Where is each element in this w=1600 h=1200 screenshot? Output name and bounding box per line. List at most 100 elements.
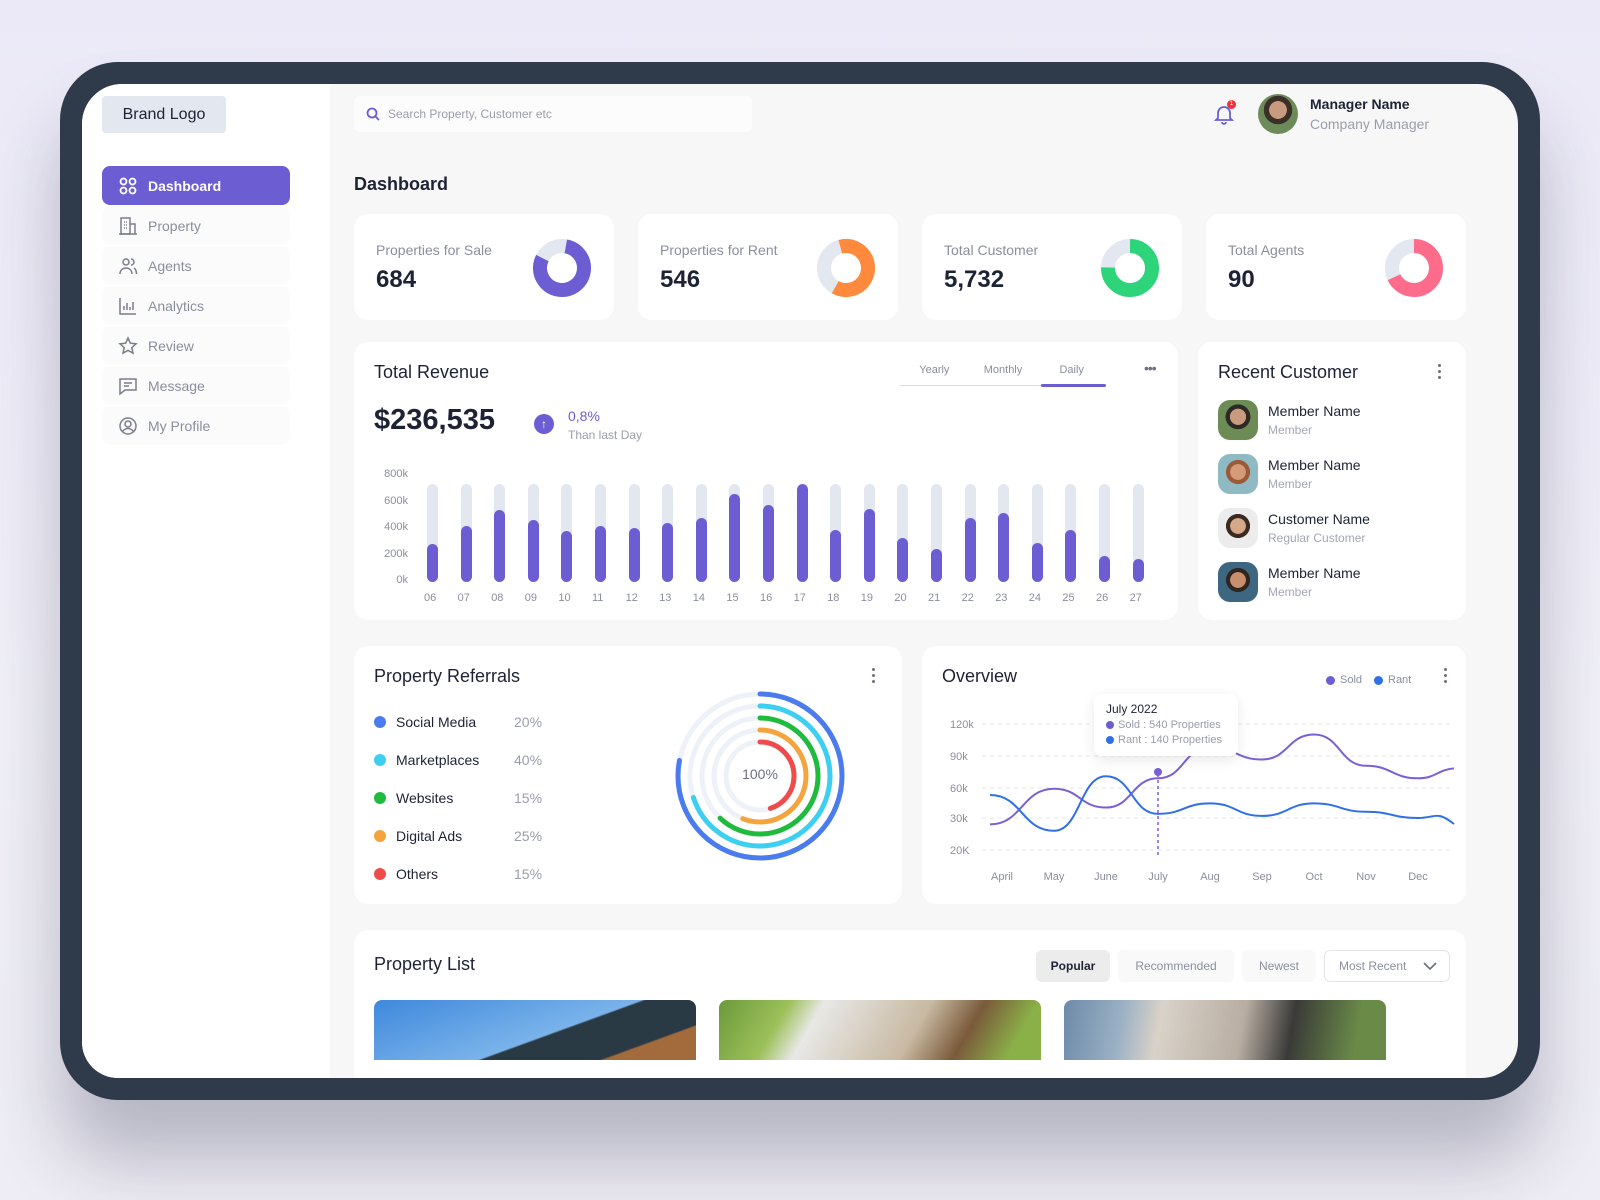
sidebar: Brand Logo Dashboard Property Agents Ana… — [82, 84, 330, 1078]
property-image[interactable] — [1064, 1000, 1386, 1060]
manager-avatar[interactable] — [1258, 94, 1298, 134]
x-axis-tick: 10 — [558, 592, 571, 604]
search-bar[interactable] — [354, 96, 752, 132]
revenue-tabs: Yearly Monthly Daily — [900, 362, 1106, 387]
sidebar-item-label: Property — [148, 217, 201, 234]
tab-monthly[interactable]: Monthly — [983, 364, 1023, 376]
customer-item[interactable]: Member Name Member — [1218, 400, 1361, 440]
bar[interactable] — [763, 484, 774, 582]
app-screen: Brand Logo Dashboard Property Agents Ana… — [82, 84, 1518, 1078]
bar[interactable] — [460, 484, 472, 582]
x-axis-tick: 27 — [1129, 592, 1142, 604]
x-axis-tick: 07 — [457, 592, 470, 604]
more-options-icon[interactable]: ••• — [1144, 360, 1157, 376]
sort-dropdown[interactable]: Most Recent — [1324, 950, 1450, 982]
legend-pct: 15% — [514, 866, 543, 882]
donut-chart-icon — [1101, 239, 1159, 297]
stat-card-sale[interactable]: Properties for Sale 684 — [354, 214, 614, 320]
customer-item[interactable]: Member Name Member — [1218, 562, 1361, 602]
notification-badge: 1 — [1227, 100, 1236, 109]
x-axis-tick: 22 — [961, 592, 974, 604]
stat-card-rent[interactable]: Properties for Rent 546 — [638, 214, 898, 320]
property-image[interactable] — [374, 1000, 696, 1060]
x-axis-tick: 18 — [827, 592, 840, 604]
more-options-icon[interactable] — [1444, 668, 1448, 683]
bar[interactable] — [427, 484, 438, 582]
notification-button[interactable]: 1 — [1212, 100, 1236, 126]
stat-label: Total Customer — [944, 242, 1039, 258]
sidebar-item-agents[interactable]: Agents — [102, 246, 290, 285]
property-image[interactable] — [719, 1000, 1041, 1060]
svg-text:120k: 120k — [950, 719, 974, 731]
bar[interactable] — [1031, 484, 1043, 582]
stat-label: Properties for Rent — [660, 242, 778, 258]
bar[interactable] — [998, 484, 1010, 582]
sidebar-item-label: Analytics — [148, 297, 205, 314]
x-axis-tick: 26 — [1096, 592, 1109, 604]
star-icon — [118, 335, 138, 355]
svg-text:90k: 90k — [950, 751, 968, 763]
bar[interactable] — [729, 484, 741, 582]
sidebar-item-label: Message — [148, 377, 205, 394]
more-options-icon[interactable] — [1438, 364, 1442, 379]
sidebar-item-dashboard[interactable]: Dashboard — [102, 166, 290, 205]
bar[interactable] — [964, 484, 976, 582]
filter-popular[interactable]: Popular — [1036, 950, 1110, 982]
tab-daily[interactable]: Daily — [1037, 362, 1106, 387]
bar[interactable] — [897, 484, 909, 582]
stat-card-agents[interactable]: Total Agents 90 — [1206, 214, 1466, 320]
legend-item: Marketplaces — [374, 752, 479, 768]
filter-newest[interactable]: Newest — [1242, 950, 1316, 982]
customer-role: Member — [1268, 585, 1313, 599]
svg-text:Nov: Nov — [1356, 871, 1376, 883]
manager-name[interactable]: Manager Name — [1310, 96, 1410, 112]
users-icon — [119, 257, 138, 274]
sidebar-item-analytics[interactable]: Analytics — [102, 286, 290, 325]
bar[interactable] — [695, 484, 707, 582]
bar[interactable] — [662, 484, 674, 582]
sidebar-item-review[interactable]: Review — [102, 326, 290, 365]
customer-role: Regular Customer — [1268, 531, 1366, 545]
sidebar-item-property[interactable]: Property — [102, 206, 290, 245]
bar[interactable] — [494, 484, 506, 582]
filter-recommended[interactable]: Recommended — [1118, 950, 1234, 982]
arrow-up-icon: ↑ — [534, 414, 554, 434]
bar[interactable] — [527, 484, 539, 582]
svg-text:Sep: Sep — [1252, 871, 1272, 883]
tooltip-sold: Sold : 540 Properties — [1106, 719, 1226, 731]
overview-title: Overview — [942, 666, 1018, 686]
bar[interactable] — [1132, 484, 1144, 582]
svg-text:20K: 20K — [950, 845, 970, 857]
main-content: 1 Manager Name Company Manager Dashboard… — [330, 84, 1518, 1078]
customer-name: Member Name — [1268, 565, 1361, 581]
customer-item[interactable]: Member Name Member — [1218, 454, 1361, 494]
bar[interactable] — [1065, 484, 1077, 582]
stat-label: Properties for Sale — [376, 242, 492, 258]
customer-item[interactable]: Customer Name Regular Customer — [1218, 508, 1370, 548]
stat-value: 90 — [1228, 266, 1255, 293]
svg-text:Aug: Aug — [1200, 871, 1220, 883]
page-title: Dashboard — [354, 174, 449, 194]
bar[interactable] — [830, 484, 842, 582]
bar[interactable] — [628, 484, 640, 582]
bar[interactable] — [863, 484, 875, 582]
revenue-amount: $236,535 — [374, 404, 495, 436]
bar[interactable] — [561, 484, 573, 582]
tab-yearly[interactable]: Yearly — [919, 364, 950, 376]
referrals-center-label: 100% — [742, 766, 778, 782]
sidebar-item-my-profile[interactable]: My Profile — [102, 406, 290, 445]
legend-sold: Sold — [1326, 674, 1362, 686]
bar[interactable] — [595, 484, 606, 582]
sidebar-item-label: Review — [148, 337, 194, 354]
bar[interactable] — [796, 484, 808, 582]
more-options-icon[interactable] — [872, 668, 876, 683]
stat-card-customer[interactable]: Total Customer 5,732 — [922, 214, 1182, 320]
bar[interactable] — [931, 484, 942, 582]
message-icon — [119, 377, 137, 396]
bar[interactable] — [1099, 484, 1110, 582]
brand-logo[interactable]: Brand Logo — [102, 96, 226, 133]
search-input[interactable] — [388, 107, 728, 121]
avatar — [1218, 562, 1258, 602]
sidebar-item-message[interactable]: Message — [102, 366, 290, 405]
y-axis-tick: 600k — [384, 494, 408, 507]
